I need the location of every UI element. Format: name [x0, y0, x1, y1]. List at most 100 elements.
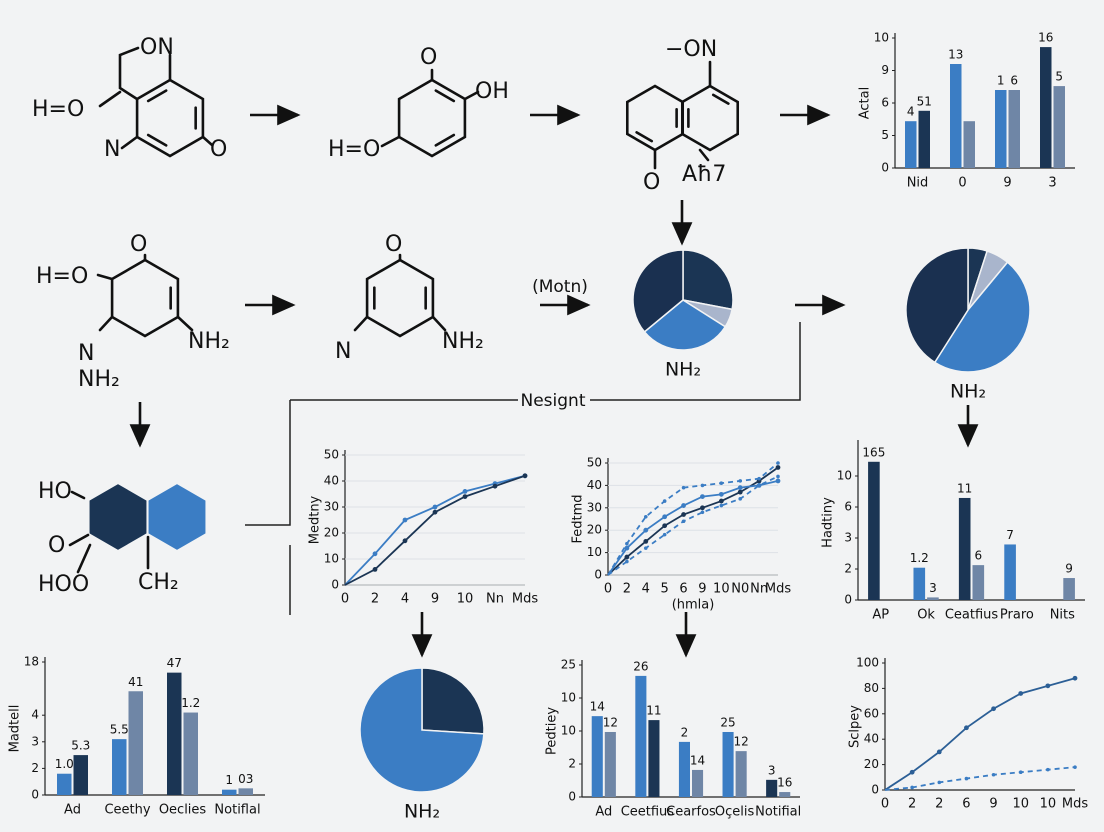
x-tick-label: 3 — [1048, 176, 1056, 191]
bar-label: 1 — [225, 773, 233, 787]
point — [462, 489, 468, 494]
y-tick-label: 20 — [324, 526, 339, 540]
x-tick-label: 0 — [604, 582, 612, 597]
bond — [653, 60, 712, 170]
x-tick-label: Notifial — [755, 805, 801, 820]
bar — [183, 712, 198, 795]
y-tick-label: 3 — [844, 531, 852, 545]
y-tick-label: 2 — [31, 761, 39, 775]
bar — [222, 789, 237, 795]
bar — [112, 739, 127, 795]
atom: NH₂ — [78, 367, 120, 392]
bar — [238, 788, 253, 795]
pie-caption: NH₂ — [404, 801, 440, 823]
atom: Aħ7 — [682, 162, 726, 187]
point — [681, 503, 686, 508]
y-tick-label: 0 — [331, 578, 339, 592]
y-tick-label: 50 — [324, 448, 339, 462]
x-tick-label: Ok — [917, 608, 935, 623]
bar-label: 11 — [957, 481, 972, 495]
bar-label: 5 — [1055, 70, 1063, 84]
reaction-label: (Motn) — [532, 277, 588, 297]
bar-label: 11 — [646, 704, 661, 718]
atom: O — [643, 170, 660, 195]
bar — [1040, 47, 1052, 168]
x-tick-label: Oeclies — [159, 803, 207, 818]
line — [884, 677, 1076, 791]
x-tick-label: N0 — [731, 582, 749, 597]
y-tick-label: 4 — [31, 708, 39, 722]
point — [737, 485, 743, 491]
y-tick-label: 20 — [587, 523, 602, 537]
y-tick-label: 20 — [864, 757, 879, 771]
line — [607, 462, 779, 576]
bar — [73, 755, 88, 795]
point — [492, 483, 498, 489]
x-tick-label: Ceetfius — [621, 805, 675, 820]
atom: H=O — [36, 264, 88, 289]
bar-label: 4 — [907, 105, 915, 119]
bar — [678, 741, 690, 797]
point — [700, 483, 705, 488]
ring — [680, 84, 740, 152]
bar-label: 14 — [590, 700, 605, 714]
point — [776, 474, 780, 479]
point — [372, 551, 378, 557]
y-tick-label: 2 — [568, 757, 576, 771]
y-tick-label: 5 — [881, 128, 889, 142]
point — [937, 780, 942, 785]
x-tick-label: Nn — [750, 582, 768, 597]
y-tick-label: 0 — [31, 788, 39, 802]
y-tick-label: 2 — [844, 562, 852, 576]
bar — [958, 497, 971, 600]
bond — [98, 46, 214, 150]
bar-label: 165 — [862, 445, 885, 459]
point — [776, 461, 780, 465]
pie-slice — [421, 667, 485, 735]
y-axis-label: Hadtiny — [821, 497, 836, 548]
double-bond — [146, 133, 168, 147]
point — [643, 539, 649, 544]
atom: HOO — [38, 572, 89, 597]
point — [991, 706, 996, 712]
atom: OH — [475, 79, 509, 104]
bar-label: 03 — [238, 772, 253, 786]
bar — [591, 716, 603, 797]
point — [719, 503, 724, 508]
point — [643, 546, 648, 550]
point — [432, 504, 438, 510]
point — [1018, 691, 1024, 696]
atom: O — [385, 232, 402, 257]
bar — [1008, 90, 1020, 168]
x-tick-label: 9 — [431, 592, 439, 607]
bar — [995, 90, 1007, 168]
x-tick-label: 6 — [962, 797, 970, 812]
point — [1046, 767, 1050, 772]
ring — [146, 481, 208, 553]
pie-slice — [632, 249, 684, 333]
point — [936, 749, 942, 755]
y-tick-label: 40 — [587, 478, 602, 492]
y-tick-label: 40 — [324, 474, 339, 488]
bar — [167, 672, 182, 795]
atom: H=O — [328, 137, 380, 162]
x-tick-label: 9 — [989, 797, 997, 812]
structures — [68, 46, 740, 574]
atom: N — [78, 341, 94, 366]
y-tick-label: 10 — [837, 469, 852, 483]
atom: NH₂ — [442, 329, 484, 354]
pie-slice — [359, 667, 485, 793]
bar — [972, 565, 985, 600]
point — [625, 541, 629, 546]
y-tick-label: 60 — [864, 706, 879, 720]
x-tick-label: 5 — [661, 582, 669, 597]
bar-label: 14 — [690, 753, 705, 767]
bar — [905, 121, 917, 168]
bar-label: 47 — [167, 656, 182, 670]
x-tick-label: 2 — [623, 582, 631, 597]
bond — [380, 68, 480, 148]
point — [718, 498, 724, 504]
point — [910, 785, 914, 790]
